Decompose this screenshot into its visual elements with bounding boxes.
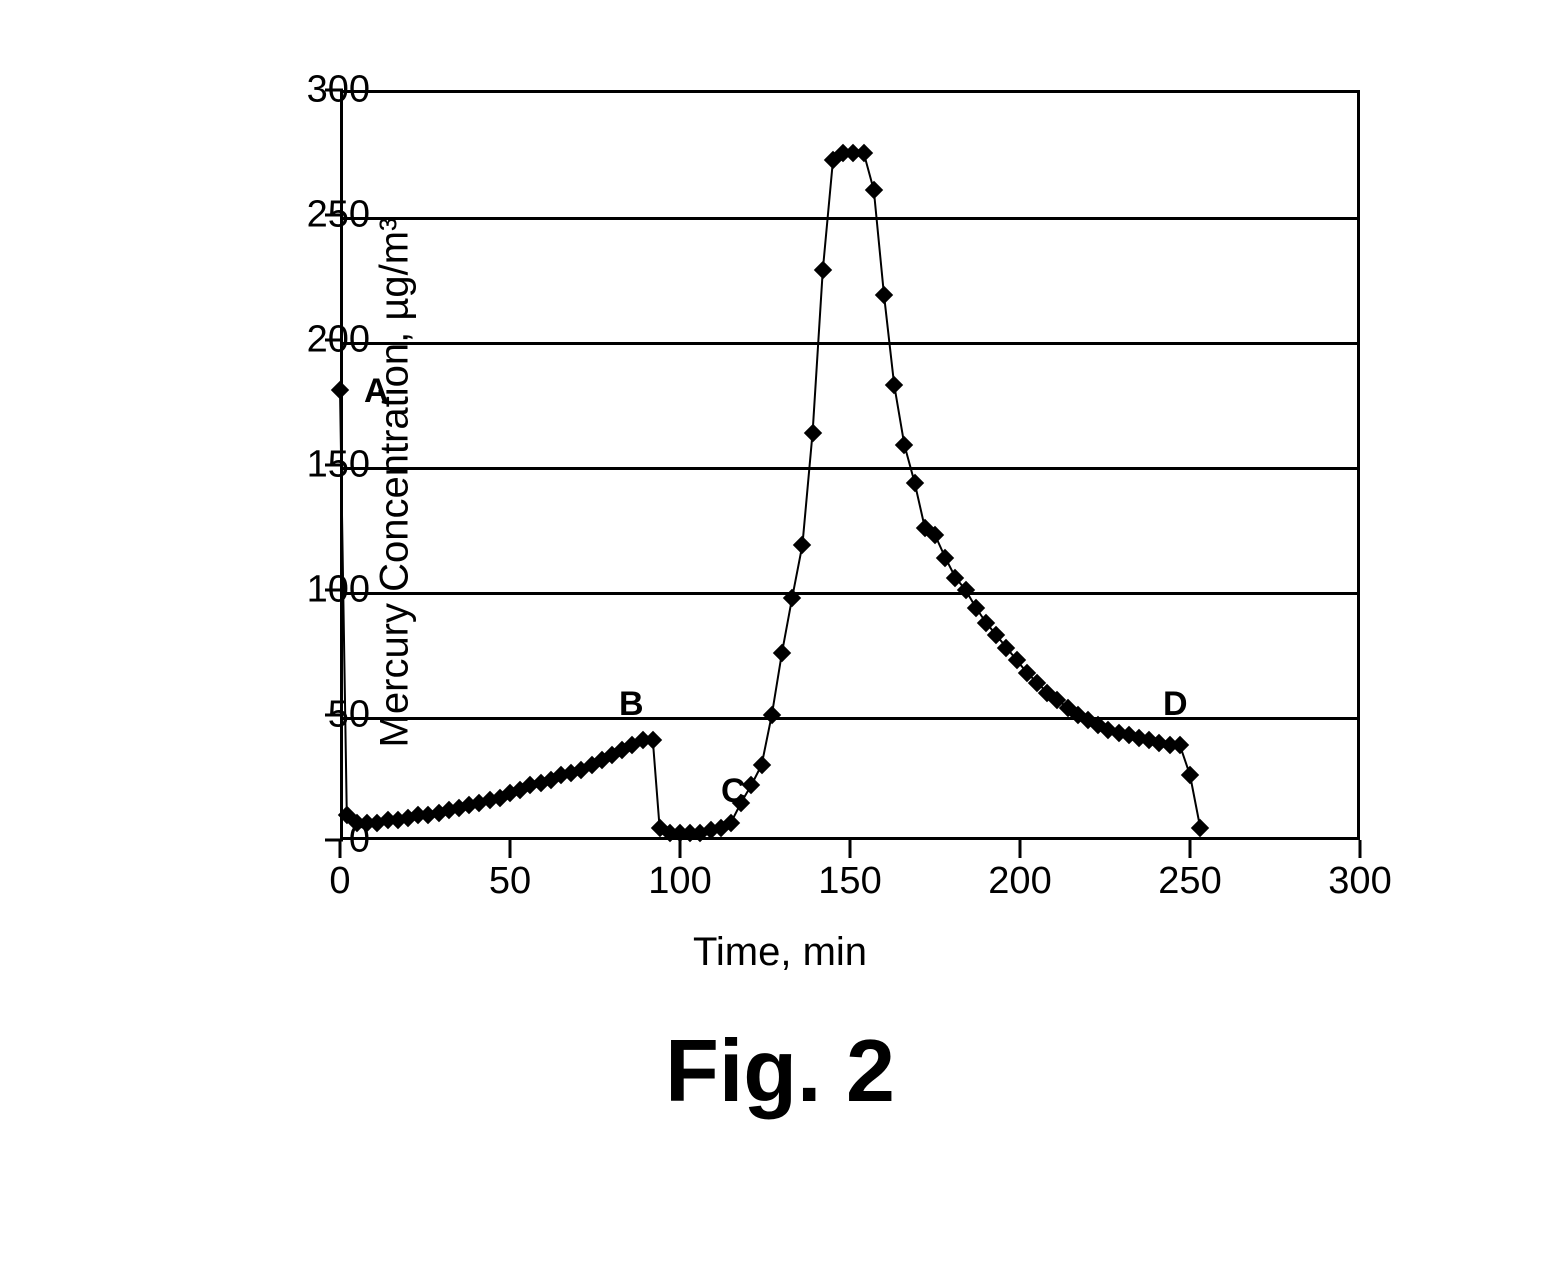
y-tick-mark [325,89,343,92]
x-tick-mark [1019,840,1022,858]
y-tick-label: 250 [250,194,370,237]
x-tick-mark [339,840,342,858]
y-tick-mark [325,589,343,592]
annotation-d: D [1163,685,1188,724]
x-tick-label: 250 [1150,860,1230,903]
annotation-c: C [721,772,746,811]
y-tick-mark [325,214,343,217]
y-tick-mark [325,339,343,342]
figure-caption: Fig. 2 [665,1020,895,1122]
y-tick-label: 0 [250,819,370,862]
x-tick-label: 300 [1320,860,1400,903]
annotation-b: B [619,685,644,724]
x-axis-label: Time, min [693,930,867,975]
y-tick-label: 50 [250,694,370,737]
y-axis-label: Mercury Concentration, µg/m³ [372,218,417,748]
x-tick-label: 200 [980,860,1060,903]
y-tick-label: 300 [250,69,370,112]
annotations-layer: ABCD [340,90,1360,840]
y-tick-label: 100 [250,569,370,612]
x-tick-mark [1359,840,1362,858]
y-tick-mark [325,464,343,467]
x-tick-label: 50 [470,860,550,903]
y-tick-mark [325,714,343,717]
y-tick-label: 150 [250,444,370,487]
chart-container: ABCD 050100150200250300 0501001502002503… [150,60,1410,1110]
x-tick-label: 150 [810,860,890,903]
x-tick-mark [1189,840,1192,858]
x-tick-label: 0 [300,860,380,903]
x-tick-mark [509,840,512,858]
y-tick-label: 200 [250,319,370,362]
x-tick-label: 100 [640,860,720,903]
x-tick-mark [849,840,852,858]
x-tick-mark [679,840,682,858]
